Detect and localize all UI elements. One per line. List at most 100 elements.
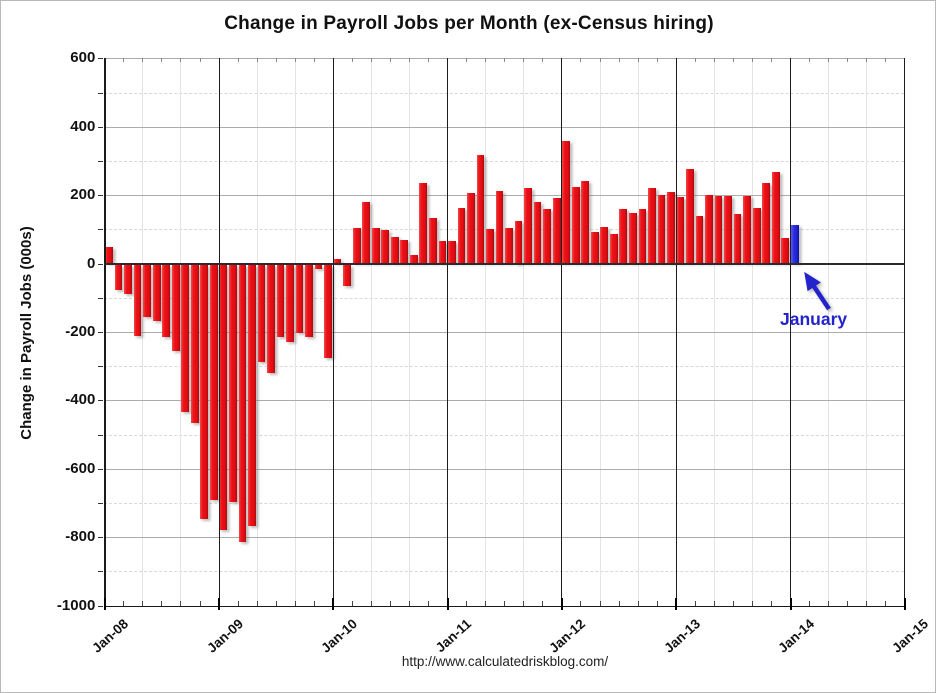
gridline-v-minor <box>485 58 487 606</box>
y-tick-label--400: -400 <box>65 391 96 409</box>
x-tick-minor <box>866 600 868 606</box>
y-tick-label-400: 400 <box>70 117 96 135</box>
x-tick-minor <box>161 600 163 606</box>
bar-Apr-13 <box>705 195 713 264</box>
bar-Jan-09 <box>219 264 228 530</box>
x-tick-minor <box>142 600 144 606</box>
bar-Mar-12 <box>581 181 590 264</box>
bar-Sep-10 <box>409 254 418 264</box>
top-tick-minor <box>751 58 753 62</box>
bar-Dec-09 <box>324 264 332 359</box>
y-tick--800 <box>98 537 104 539</box>
top-tick-minor <box>504 58 506 62</box>
bar-Jun-09 <box>267 264 275 374</box>
gridline-v-minor <box>142 58 144 606</box>
x-tick-jan <box>789 597 792 610</box>
bar-Jul-10 <box>390 237 399 264</box>
bar-Sep-13 <box>752 207 761 264</box>
gridline-h-200 <box>104 195 905 197</box>
top-tick-minor <box>313 58 315 62</box>
x-tick-minor <box>809 600 811 606</box>
gridline-h-minor--900 <box>104 571 905 573</box>
bar-Jul-08 <box>162 264 171 337</box>
x-tick-minor <box>732 600 734 606</box>
bar-Aug-09 <box>286 264 294 342</box>
x-tick-minor <box>409 600 411 606</box>
top-tick-minor <box>142 58 144 62</box>
x-tick-minor <box>294 600 296 606</box>
bar-Mar-13 <box>695 216 704 264</box>
gridline-h-minor-500 <box>104 92 905 94</box>
gridline-jan-Jan-14 <box>790 58 791 606</box>
x-tick-jan <box>332 597 335 610</box>
y-tick--200 <box>98 331 104 333</box>
bar-Jan-12 <box>562 141 571 264</box>
x-tick-minor <box>351 600 353 606</box>
top-tick-minor <box>123 58 125 62</box>
bar-Feb-11 <box>457 208 466 264</box>
gridline-h--200 <box>104 331 905 333</box>
chart-title: Change in Payroll Jobs per Month (ex-Cen… <box>224 13 714 34</box>
y-tick--900 <box>98 571 104 573</box>
x-tick-minor <box>275 600 277 606</box>
gridline-v-minor <box>256 58 258 606</box>
top-tick-minor <box>732 58 734 62</box>
top-tick-minor <box>351 58 353 62</box>
x-tick-minor <box>828 600 830 606</box>
bar-Jan-08 <box>105 247 113 264</box>
x-tick-minor <box>656 600 658 606</box>
x-tick-minor <box>751 600 753 606</box>
bar-May-08 <box>143 264 151 317</box>
source-url: http://www.calculatedriskblog.com/ <box>401 654 609 669</box>
y-tick--100 <box>98 297 104 299</box>
y-tick-label--200: -200 <box>65 322 96 340</box>
bar-Feb-13 <box>686 169 694 264</box>
bar-Nov-08 <box>200 264 209 520</box>
x-tick-minor <box>123 600 125 606</box>
bar-Aug-08 <box>171 264 180 351</box>
gridline-jan-Jan-12 <box>561 58 563 606</box>
bar-Mar-08 <box>124 264 132 295</box>
gridline-h-minor-300 <box>104 160 905 162</box>
gridline-v-minor <box>599 58 601 606</box>
x-tick-minor <box>694 600 696 606</box>
gridline-jan-Jan-09 <box>218 58 220 606</box>
y-tick--600 <box>98 468 104 470</box>
bar-Dec-10 <box>438 240 447 264</box>
bar-Mar-09 <box>238 264 247 543</box>
top-tick-minor <box>294 58 296 62</box>
bar-Dec-13 <box>781 238 790 264</box>
top-tick-minor <box>580 58 582 62</box>
bar-Apr-09 <box>248 264 256 527</box>
gridline-jan-Jan-15 <box>904 58 906 606</box>
gridline-h-minor--100 <box>104 297 905 299</box>
bar-May-10 <box>371 227 380 264</box>
top-tick-minor <box>809 58 811 62</box>
bar-Jan-11 <box>448 240 456 264</box>
bar-Dec-12 <box>667 191 675 264</box>
x-tick-minor <box>466 600 468 606</box>
x-tick-minor <box>847 600 849 606</box>
bar-Nov-11 <box>543 209 551 264</box>
bar-Sep-09 <box>295 264 304 334</box>
top-tick-minor <box>637 58 639 62</box>
top-tick-minor <box>523 58 525 62</box>
top-tick-minor <box>542 58 544 62</box>
top-tick-minor <box>409 58 411 62</box>
top-tick-minor <box>656 58 658 62</box>
top-tick-minor <box>256 58 258 62</box>
x-tick-minor <box>180 600 182 606</box>
gridline-v-minor <box>637 58 639 606</box>
bar-Feb-12 <box>571 186 580 264</box>
gridline-h--800 <box>104 537 905 539</box>
x-tick-minor <box>618 600 620 606</box>
gridline-h-minor--700 <box>104 502 905 504</box>
gridline-h-minor--300 <box>104 366 905 368</box>
top-tick-minor <box>485 58 487 62</box>
y-tick--400 <box>98 400 104 402</box>
y-tick-label--1000: -1000 <box>56 596 96 614</box>
bar-Jan-10 <box>333 258 342 264</box>
x-tick-minor <box>504 600 506 606</box>
bar-Aug-10 <box>400 239 409 264</box>
